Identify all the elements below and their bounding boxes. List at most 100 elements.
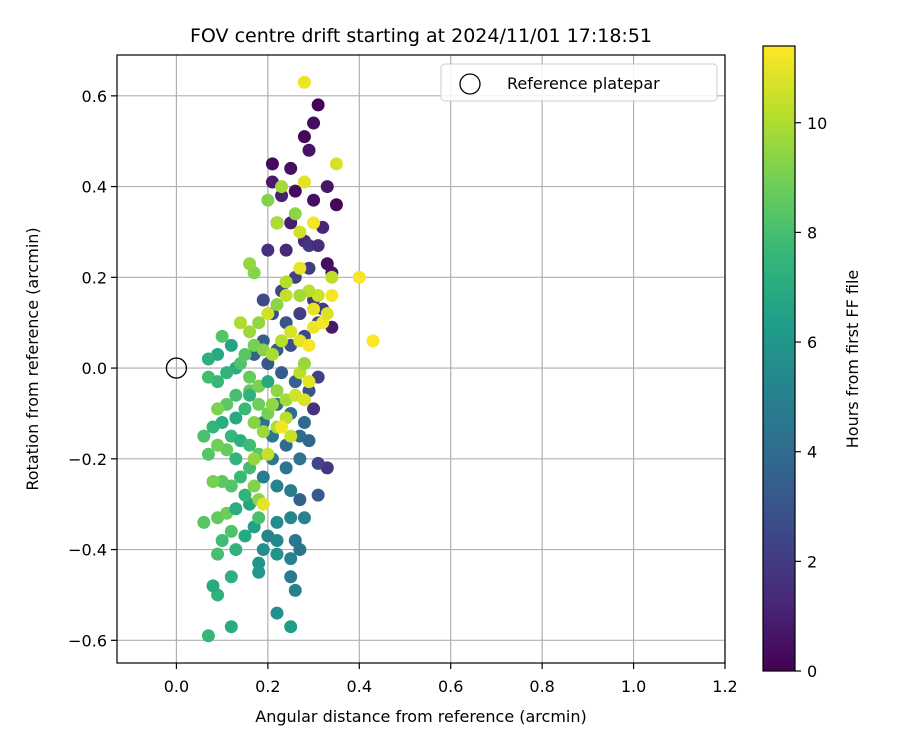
- data-point: [307, 193, 321, 207]
- colorbar-tick-label: 8: [807, 223, 817, 242]
- data-point: [247, 416, 261, 430]
- plot-frame: [116, 54, 726, 664]
- data-point: [256, 497, 270, 511]
- data-point: [270, 479, 284, 493]
- data-point: [243, 438, 257, 452]
- data-point: [229, 411, 243, 425]
- data-point: [256, 543, 270, 557]
- data-point: [275, 366, 289, 380]
- y-tick-label: 0.6: [82, 87, 107, 106]
- data-point: [284, 511, 298, 525]
- data-point: [243, 325, 257, 339]
- data-point: [270, 533, 284, 547]
- data-point: [284, 552, 298, 566]
- data-point: [229, 502, 243, 516]
- data-point: [297, 130, 311, 144]
- data-point: [238, 402, 252, 416]
- colorbar-tick-label: 2: [807, 552, 817, 571]
- data-point: [288, 184, 302, 198]
- data-point: [307, 216, 321, 230]
- legend: Reference platepar: [440, 63, 718, 102]
- data-point: [224, 524, 238, 538]
- data-point: [265, 157, 279, 171]
- colorbar-tick-label: 6: [807, 333, 817, 352]
- data-point: [224, 570, 238, 584]
- data-point: [224, 338, 238, 352]
- data-point: [284, 570, 298, 584]
- data-point: [252, 556, 266, 570]
- data-points: [197, 75, 380, 643]
- colorbar: 0 2 4 6 8 10 Hours from first FF file: [762, 45, 862, 681]
- data-point: [297, 511, 311, 525]
- data-point: [201, 370, 215, 384]
- data-point: [261, 307, 275, 321]
- data-point: [252, 511, 266, 525]
- data-point: [197, 429, 211, 443]
- data-point: [252, 316, 266, 330]
- data-point: [297, 393, 311, 407]
- data-point: [220, 366, 234, 380]
- data-point: [302, 375, 316, 389]
- data-point: [256, 425, 270, 439]
- y-tick-label: 0.0: [82, 359, 107, 378]
- data-point: [270, 298, 284, 312]
- data-point: [302, 434, 316, 448]
- data-point: [293, 493, 307, 507]
- data-point: [293, 452, 307, 466]
- data-point: [261, 243, 275, 257]
- data-point: [197, 515, 211, 529]
- data-point: [233, 470, 247, 484]
- legend-entry-reference-platepar: Reference platepar: [507, 74, 660, 93]
- data-point: [284, 161, 298, 175]
- chart-title: FOV centre drift starting at 2024/11/01 …: [190, 25, 652, 47]
- data-point: [270, 216, 284, 230]
- data-point: [224, 620, 238, 634]
- data-point: [297, 175, 311, 189]
- data-point: [201, 447, 215, 461]
- y-axis-label: Rotation from reference (arcmin): [23, 227, 42, 490]
- data-point: [243, 388, 257, 402]
- data-point: [325, 270, 339, 284]
- data-point: [211, 547, 225, 561]
- data-point: [307, 116, 321, 130]
- data-point: [307, 402, 321, 416]
- data-point: [293, 543, 307, 557]
- data-point: [352, 270, 366, 284]
- data-point: [247, 452, 261, 466]
- x-tick-label: 1.0: [621, 677, 646, 696]
- y-tick-label: −0.2: [68, 450, 107, 469]
- colorbar-tick-label: 10: [807, 114, 827, 133]
- data-point: [229, 543, 243, 557]
- data-point: [307, 302, 321, 316]
- data-point: [325, 288, 339, 302]
- x-tick-label: 0.8: [529, 677, 554, 696]
- data-point: [293, 261, 307, 275]
- data-point: [206, 420, 220, 434]
- data-point: [275, 180, 289, 194]
- data-point: [238, 488, 252, 502]
- data-point: [206, 579, 220, 593]
- data-point: [275, 420, 289, 434]
- data-point: [238, 347, 252, 361]
- data-point: [279, 275, 293, 289]
- data-point: [302, 143, 316, 157]
- data-point: [302, 261, 316, 275]
- y-tick-label: −0.4: [68, 541, 107, 560]
- data-point: [311, 488, 325, 502]
- data-point: [215, 533, 229, 547]
- x-tick-label: 0.0: [164, 677, 189, 696]
- data-point: [261, 375, 275, 389]
- x-tick-label: 1.2: [712, 677, 737, 696]
- x-tick-label: 0.2: [255, 677, 280, 696]
- data-point: [201, 629, 215, 643]
- data-point: [270, 515, 284, 529]
- colorbar-ticks: 0 2 4 6 8 10: [795, 114, 827, 681]
- data-point: [252, 565, 266, 579]
- data-point: [311, 98, 325, 112]
- data-point: [284, 429, 298, 443]
- data-point: [284, 325, 298, 339]
- data-point: [215, 329, 229, 343]
- data-point: [265, 347, 279, 361]
- legend-reference-marker: [459, 73, 481, 95]
